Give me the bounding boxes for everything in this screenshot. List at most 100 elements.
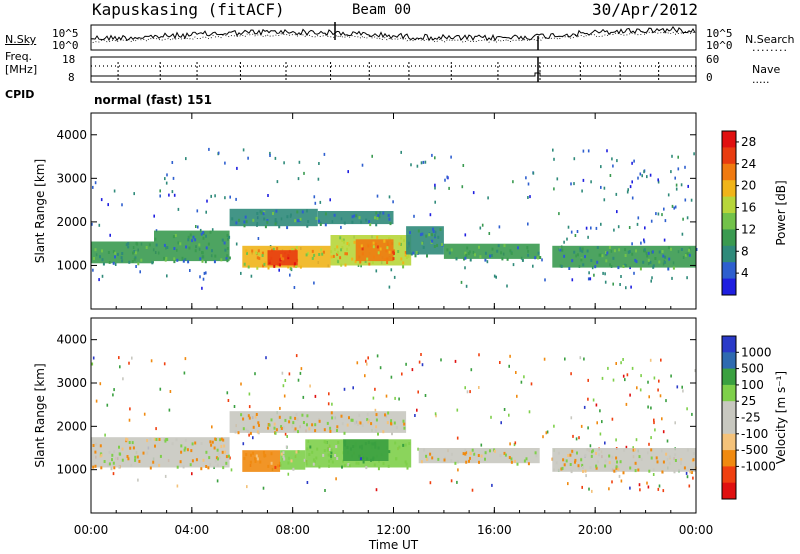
power-speckle (461, 185, 464, 189)
power-cell (311, 249, 314, 253)
power-cell (148, 243, 151, 247)
velocity-region (280, 450, 306, 470)
power-ylabel: Slant Range [km] (33, 159, 47, 263)
power-speckle (602, 271, 604, 275)
power-cell (623, 263, 626, 267)
power-speckle (604, 272, 606, 276)
velocity-speckle (620, 479, 623, 483)
velocity-speckle (508, 413, 510, 417)
velocity-cell (323, 428, 326, 432)
power-cell (275, 209, 278, 213)
power-cell (635, 260, 638, 264)
power-speckle (684, 198, 687, 202)
power-speckle (113, 189, 116, 193)
velocity-cell (402, 419, 405, 423)
power-cell (305, 253, 308, 257)
power-cell (594, 265, 597, 269)
power-speckle (247, 156, 249, 160)
velocity-cell (220, 444, 223, 448)
velocity-cell (341, 465, 343, 469)
velocity-cell (277, 464, 279, 468)
power-speckle (487, 196, 489, 200)
velocity-speckle (314, 394, 317, 398)
power-speckle (164, 177, 166, 181)
velocity-speckle (581, 485, 583, 489)
velocity-colorbar-label: -25 (741, 411, 761, 425)
velocity-cell (210, 443, 213, 447)
velocity-cell (634, 461, 637, 465)
noise-right-tick-high: 10^5 (706, 27, 733, 40)
velocity-cell (382, 462, 385, 465)
power-speckle (340, 225, 342, 229)
power-speckle (570, 230, 573, 234)
power-speckle (171, 161, 174, 164)
freq-left-tick-high: 18 (62, 53, 76, 66)
velocity-cell (608, 454, 611, 458)
velocity-cell (111, 458, 113, 462)
power-cell (392, 250, 395, 254)
power-cell (244, 215, 247, 219)
power-cell (188, 246, 191, 250)
power-cell (661, 250, 664, 253)
velocity-cell (94, 464, 97, 468)
power-cell (387, 213, 390, 217)
velocity-colorbar-label: 500 (741, 362, 764, 376)
power-cell (333, 213, 336, 217)
velocity-cell (360, 444, 363, 448)
power-cell (243, 220, 246, 224)
power-cell (179, 242, 182, 246)
velocity-cell (119, 452, 122, 456)
velocity-cell (217, 452, 220, 456)
velocity-speckle (631, 366, 634, 370)
velocity-speckle (379, 366, 382, 370)
velocity-cell (255, 413, 258, 416)
velocity-speckle (694, 369, 696, 373)
velocity-cell (406, 466, 409, 470)
power-speckle (675, 187, 678, 191)
velocity-speckle (640, 374, 642, 378)
power-speckle (114, 263, 117, 266)
power-cell (617, 266, 620, 270)
velocity-speckle (262, 486, 265, 490)
power-cell (287, 256, 290, 260)
power-cell (228, 235, 231, 239)
power-speckle (201, 286, 203, 290)
velocity-speckle (653, 421, 655, 425)
power-cell (359, 260, 362, 264)
power-speckle (121, 203, 123, 207)
velocity-cell (171, 442, 174, 446)
power-speckle (375, 269, 378, 273)
power-cell (201, 259, 204, 263)
power-cell (140, 258, 143, 262)
velocity-speckle (287, 472, 290, 476)
velocity-cell (359, 457, 362, 461)
velocity-cell (525, 457, 528, 461)
power-cell (464, 251, 467, 255)
power-cell (245, 220, 248, 224)
power-cell (247, 265, 250, 269)
power-speckle (448, 186, 450, 190)
power-cell (421, 241, 424, 245)
velocity-cell (152, 460, 155, 464)
velocity-cell (690, 471, 693, 474)
power-cell (263, 262, 266, 266)
power-colorbar-segment (722, 196, 736, 214)
velocity-cell (589, 466, 592, 469)
power-ytick-label: 3000 (56, 171, 87, 185)
power-cell (446, 248, 449, 252)
power-speckle (361, 163, 364, 167)
velocity-cell (595, 451, 597, 455)
power-cell (235, 221, 238, 225)
power-cell (448, 251, 451, 255)
power-speckle (604, 280, 607, 284)
velocity-cell (252, 425, 255, 429)
freq-trace (91, 72, 696, 77)
velocity-speckle (543, 357, 546, 361)
power-cell (573, 250, 576, 254)
velocity-cell (581, 463, 584, 467)
power-cell (137, 262, 140, 266)
power-cell (668, 257, 671, 261)
power-cell (419, 233, 422, 237)
velocity-cell (574, 458, 577, 462)
power-cell (618, 248, 621, 252)
